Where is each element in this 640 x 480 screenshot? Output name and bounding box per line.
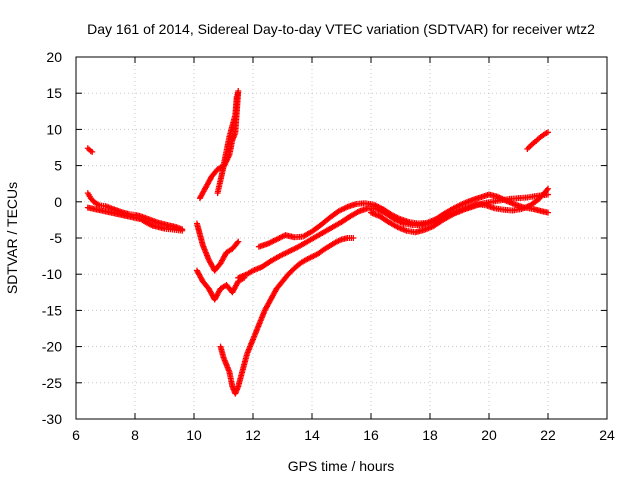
x-tick-label: 22 [540,427,556,443]
x-tick-label: 14 [304,427,320,443]
data-point-recovery-c [543,187,550,194]
data-markers [84,88,551,397]
x-tick-label: 10 [186,427,202,443]
y-tick-label: -15 [42,302,62,318]
y-tick-label: 15 [46,85,62,101]
x-tick-label: 18 [422,427,438,443]
x-tick-label: 8 [131,427,139,443]
data-point-disturbance-upper [214,190,221,197]
x-tick-label: 20 [481,427,497,443]
x-tick-label: 24 [599,427,615,443]
data-point-early-spike [89,148,96,155]
data-point-disturbance-mid [235,238,242,245]
y-tick-label: -20 [42,339,62,355]
y-tick-label: -25 [42,375,62,391]
data-point-early-track-lower [179,227,186,234]
y-tick-label: 20 [46,49,62,65]
y-tick-label: 0 [54,194,62,210]
data-point-late-rise [545,129,551,136]
y-tick-label: -30 [42,411,62,427]
y-tick-label: 5 [54,158,62,174]
x-tick-label: 16 [363,427,379,443]
y-axis-label: SDTVAR / TECUs [4,182,20,294]
y-tick-label: -5 [50,230,63,246]
data-point-recovery-c [545,185,551,192]
grid [76,57,607,419]
x-tick-label: 12 [245,427,261,443]
data-point-disturbance-mid [234,239,241,246]
data-point-recovery-b [545,209,551,216]
axis-ticks: 6 8 10 12 14 16 18 20 22 24 -30 -25 -20 -15 -10 -5 0 5 10 1… [42,49,615,443]
y-tick-label: -10 [42,266,62,282]
data-point-recovery-a [545,191,551,198]
x-tick-label: 6 [72,427,80,443]
y-tick-label: 10 [46,121,62,137]
x-axis-label: GPS time / hours [288,458,395,474]
chart-title: Day 161 of 2014, Sidereal Day-to-day VTE… [87,21,595,37]
data-point-dip [350,235,357,241]
